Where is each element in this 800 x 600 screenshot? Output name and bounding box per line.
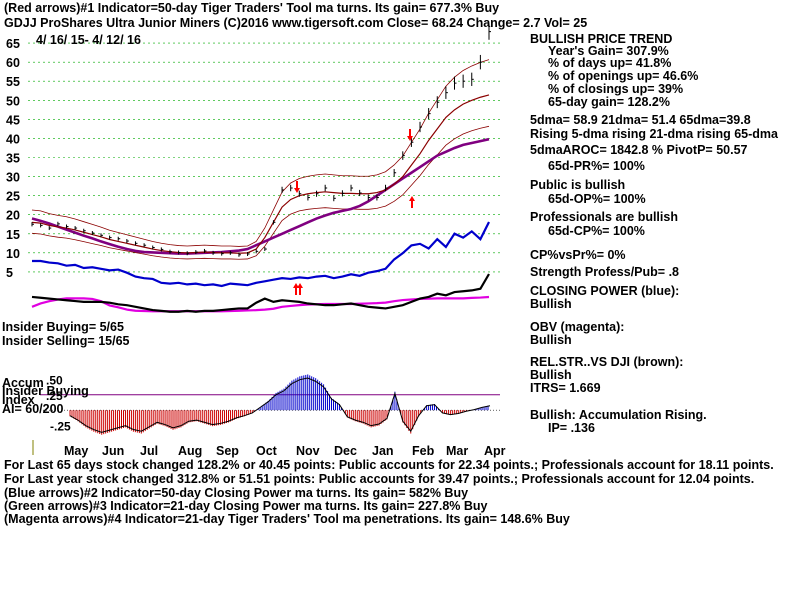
y-tick-label: 20 bbox=[6, 209, 20, 223]
month-label: Dec bbox=[334, 444, 357, 458]
cp-percent: 65d-CP%= 100% bbox=[548, 224, 645, 238]
closing-power-status: Bullish bbox=[530, 297, 572, 311]
y-tick-label: 5 bbox=[6, 266, 13, 280]
red-up-arrow bbox=[297, 283, 303, 295]
insider-buying-label: Insider Buying= 5/65 bbox=[2, 320, 124, 334]
relstr-status: Bullish bbox=[530, 368, 572, 382]
ma21-line bbox=[31, 94, 490, 254]
ai-label: AI= 60/200 bbox=[2, 402, 64, 416]
pr-percent: 65d-PR%= 100% bbox=[548, 159, 645, 173]
y-tick-label: 10 bbox=[6, 247, 20, 261]
index-label: Index bbox=[2, 393, 35, 407]
month-label: Jul bbox=[140, 444, 158, 458]
month-label: May bbox=[64, 444, 88, 458]
days-up: % of days up= 41.8% bbox=[548, 56, 672, 70]
red-up-arrow bbox=[409, 196, 415, 208]
dma-values: 5dma= 58.9 21dma= 51.4 65dma=39.8 bbox=[530, 113, 751, 127]
y-tick-label: 30 bbox=[6, 171, 20, 185]
insider-buying-label-2: Insider Buying bbox=[2, 384, 89, 398]
month-label: Apr bbox=[484, 444, 506, 458]
y-tick-label: 25 bbox=[6, 190, 20, 204]
y-tick-label: 40 bbox=[6, 132, 20, 146]
lower-band-line bbox=[31, 125, 490, 260]
red-up-arrow bbox=[293, 283, 299, 295]
rising-dma: Rising 5-dma rising 21-dma rising 65-dma bbox=[530, 127, 778, 141]
month-label: Oct bbox=[256, 444, 278, 458]
op-percent: 65d-OP%= 100% bbox=[548, 192, 646, 206]
month-label: Jan bbox=[372, 444, 394, 458]
month-label: Aug bbox=[178, 444, 202, 458]
price-bands bbox=[31, 59, 490, 260]
closings-up: % of closings up= 39% bbox=[548, 82, 684, 96]
y-tick-label: 15 bbox=[6, 228, 20, 242]
tiger-black-line bbox=[31, 273, 490, 313]
footer-blue-arrows: (Blue arrows)#2 Indicator=50-day Closing… bbox=[4, 486, 469, 500]
price-y-ticks: 5 10 15 20 25 30 35 40 45 50 55 60 65 bbox=[6, 37, 20, 280]
strength-ratio: Strength Profess/Pub= .8 bbox=[530, 265, 679, 279]
cp-vs-pr: CP%vsPr%= 0% bbox=[530, 248, 626, 262]
indicator-lines bbox=[31, 23, 491, 313]
accum-label: Accum bbox=[2, 376, 44, 390]
footer-magenta-arrows: (Magenta arrows)#4 Indicator=21-day Tige… bbox=[4, 512, 570, 526]
itrs-value: ITRS= 1.669 bbox=[530, 381, 601, 395]
relstr-label: REL.STR..VS DJI (brown): bbox=[530, 355, 684, 369]
month-label: Feb bbox=[412, 444, 435, 458]
upper-band-line bbox=[31, 59, 490, 247]
obv-status: Bullish bbox=[530, 333, 572, 347]
y-tick-label: 60 bbox=[6, 56, 20, 70]
obv-label: OBV (magenta): bbox=[530, 320, 625, 334]
public-bullish: Public is bullish bbox=[530, 178, 626, 192]
month-x-labels: May Jun Jul Aug Sep Oct Nov Dec Jan Feb Mar Apr bbox=[64, 444, 506, 458]
signal-arrows bbox=[293, 129, 415, 295]
trend-title: BULLISH PRICE TREND bbox=[530, 32, 673, 46]
footer-year: For Last year stock changed 312.8% or 51… bbox=[4, 472, 755, 486]
footer-65day: For Last 65 days stock changed 128.2% or… bbox=[4, 458, 774, 472]
obv-line bbox=[31, 295, 490, 313]
date-range: 4/ 16/ 15- 4/ 12/ 16 bbox=[36, 33, 141, 47]
month-label: Jun bbox=[102, 444, 124, 458]
red-down-arrow bbox=[294, 181, 300, 193]
y-tick-label: 55 bbox=[6, 75, 20, 89]
accum-smooth-line bbox=[69, 377, 491, 433]
y-tick-label: 45 bbox=[6, 113, 20, 127]
month-label: Mar bbox=[446, 444, 468, 458]
red-down-arrow bbox=[407, 129, 413, 141]
aroc-pivot: 5dmaAROC= 1842.8 % PivotP= 50.57 bbox=[530, 143, 748, 157]
month-label: Sep bbox=[216, 444, 239, 458]
closing-power-line bbox=[32, 221, 490, 288]
accum-rising: Bullish: Accumulation Rising. bbox=[530, 408, 707, 422]
ip-value: IP= .136 bbox=[548, 421, 595, 435]
accum-tick-label: .25 bbox=[46, 389, 63, 403]
professionals-bullish: Professionals are bullish bbox=[530, 210, 678, 224]
footer-green-arrows: (Green arrows)#3 Indicator=21-day Closin… bbox=[4, 499, 488, 513]
accumulation-index-panel: .50 .25 -.25 bbox=[32, 373, 500, 455]
y-tick-label: 35 bbox=[6, 152, 20, 166]
years-gain: Year's Gain= 307.9% bbox=[548, 44, 669, 58]
header-ticker-line: GDJJ ProShares Ultra Junior Miners (C)20… bbox=[4, 16, 588, 30]
y-tick-label: 50 bbox=[6, 94, 20, 108]
month-label: Nov bbox=[296, 444, 320, 458]
accum-tick-label: -.25 bbox=[50, 420, 71, 434]
closing-power-label: CLOSING POWER (blue): bbox=[530, 284, 680, 298]
insider-selling-label: Insider Selling= 15/65 bbox=[2, 334, 130, 348]
accum-tick-label: .50 bbox=[46, 373, 63, 387]
openings-up: % of openings up= 46.6% bbox=[548, 69, 699, 83]
gain-65: 65-day gain= 128.2% bbox=[548, 95, 670, 109]
y-tick-label: 65 bbox=[6, 37, 20, 51]
header-indicator-line: (Red arrows)#1 Indicator=50-day Tiger Tr… bbox=[4, 1, 500, 15]
price-grid bbox=[28, 42, 500, 273]
